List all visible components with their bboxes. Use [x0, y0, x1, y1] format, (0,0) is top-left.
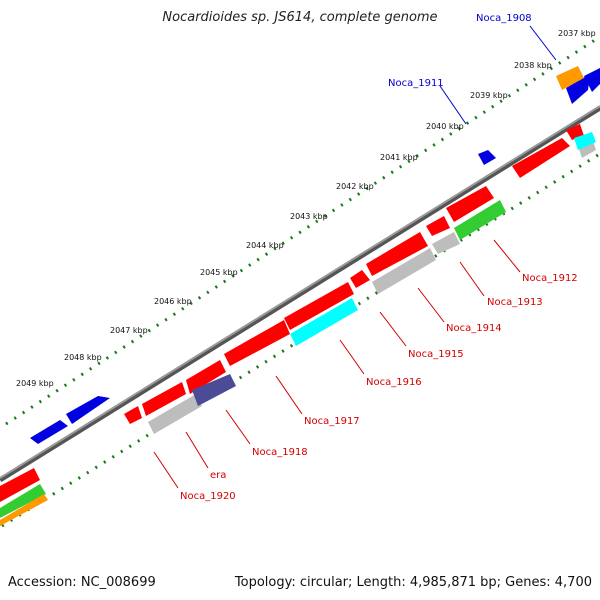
kbp-label: 2040 kbp [426, 122, 464, 131]
accession-text: Accession: NC_008699 [8, 575, 156, 590]
kbp-label: 2046 kbp [154, 297, 192, 306]
gene-arrow [566, 124, 584, 140]
genome-backbone [0, 105, 600, 483]
gene-label-noca-1911: Noca_1911 [388, 78, 444, 89]
reverse-features [0, 66, 596, 526]
lower-callouts [153, 239, 521, 489]
gene-arrow [512, 138, 570, 178]
gene-label-noca-1908: Noca_1908 [476, 13, 532, 24]
kbp-label: 2042 kbp [336, 182, 374, 191]
gene-arrow [478, 150, 496, 165]
gene-arrow [284, 282, 354, 330]
gene-arrow [148, 394, 202, 434]
gene-label-noca-1916: Noca_1916 [366, 377, 422, 388]
gene-arrow [366, 232, 428, 276]
upper-callouts [439, 25, 557, 125]
gene-arrow [566, 74, 590, 104]
gene-labels-lower: Noca_1912 Noca_1913 Noca_1914 Noca_1915 … [180, 273, 578, 502]
gene-label-noca-1917: Noca_1917 [304, 416, 360, 427]
gene-arrow [192, 374, 236, 406]
gene-label-noca-1920: Noca_1920 [180, 491, 236, 502]
gene-labels-upper: Noca_1908 Noca_1911 [388, 13, 532, 89]
outer-tick-track [5, 36, 599, 426]
kbp-label: 2038 kbp [514, 61, 552, 70]
gene-arrow [432, 232, 460, 254]
gene-arrow [66, 396, 110, 424]
gene-arrow [290, 298, 358, 346]
gene-arrow [0, 484, 46, 518]
kbp-label: 2049 kbp [16, 379, 54, 388]
gene-arrow [142, 382, 186, 416]
gene-arrow [372, 248, 436, 294]
gene-label-noca-1918: Noca_1918 [252, 447, 308, 458]
gene-label-noca-1913: Noca_1913 [487, 297, 543, 308]
kbp-label: 2039 kbp [470, 91, 508, 100]
gene-arrow [556, 66, 584, 90]
kbp-label: 2037 kbp [558, 29, 596, 38]
gene-arrow [446, 186, 494, 222]
kbp-label: 2047 kbp [110, 326, 148, 335]
gene-arrow [584, 68, 600, 92]
kbp-label: 2044 kbp [246, 241, 284, 250]
gene-arrow [454, 200, 506, 240]
kbp-label: 2041 kbp [380, 153, 418, 162]
gene-arrow [426, 216, 450, 236]
gene-label-era: era [210, 470, 226, 481]
gene-label-noca-1914: Noca_1914 [446, 323, 502, 334]
genome-summary-text: Topology: circular; Length: 4,985,871 bp… [234, 575, 592, 590]
map-title: Nocardioides sp. JS614, complete genome [162, 10, 438, 25]
kbp-labels: 2037 kbp 2038 kbp 2039 kbp 2040 kbp 2041… [16, 29, 596, 388]
gene-arrow [124, 406, 142, 424]
gene-arrow [0, 468, 40, 502]
kbp-label: 2043 kbp [290, 212, 328, 221]
kbp-label: 2048 kbp [64, 353, 102, 362]
gene-arrow [224, 320, 290, 366]
gene-arrow [30, 420, 68, 444]
gene-arrow [350, 270, 370, 288]
gene-label-noca-1915: Noca_1915 [408, 349, 464, 360]
gene-arrow [186, 360, 226, 394]
gene-arrow [574, 132, 596, 150]
gene-arrow [0, 494, 48, 526]
kbp-label: 2045 kbp [200, 268, 238, 277]
gene-label-noca-1912: Noca_1912 [522, 273, 578, 284]
forward-features [30, 68, 600, 444]
